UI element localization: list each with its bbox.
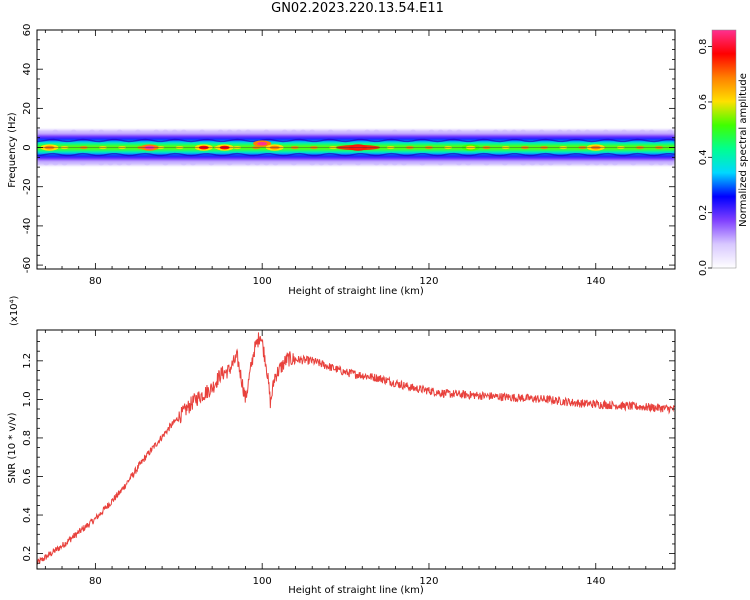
snr-y-label: SNR (10 * v/v) [7, 412, 18, 483]
y-tick-label: 0.4 [22, 507, 33, 523]
colorbar-gradient [712, 30, 736, 268]
spectrogram-y-label: Frequency (Hz) [7, 112, 18, 188]
spectrogram-x-label: Height of straight line (km) [288, 286, 424, 297]
y-tick-label: 60 [22, 24, 33, 37]
y-tick-label: 1.0 [22, 391, 33, 407]
x-tick-label: 120 [419, 276, 438, 287]
colorbar-tick-label: 0.6 [698, 94, 709, 110]
y-tick-label: 0.2 [22, 546, 33, 562]
spectrogram-frame [36, 29, 676, 270]
spectrogram-panel: 80 100 120 140 60 40 20 0 -20 -40 -60 Height of s… [7, 24, 676, 297]
x-tick-label: 120 [419, 576, 438, 587]
colorbar-label: Normalized spectral amplitude [738, 73, 749, 227]
y-tick-label: 0.8 [22, 430, 33, 446]
colorbar-tick-label: 0.0 [698, 260, 709, 276]
y-tick-label: 0.6 [22, 469, 33, 485]
y-tick-label: -60 [22, 257, 33, 273]
colorbar-frame [711, 29, 737, 269]
chart-title: GN02.2023.220.13.54.E11 [271, 1, 444, 16]
y-tick-label: 40 [22, 63, 33, 76]
snr-frame [36, 329, 676, 570]
snr-x-ticks: 80 100 120 140 [44, 330, 663, 587]
colorbar-ticks: 0.0 0.2 0.4 0.6 0.8 [698, 39, 712, 276]
y-tick-label: 1.2 [22, 353, 33, 369]
y-tick-label: -40 [22, 218, 33, 234]
snr-panel: 80 100 120 140 0.2 0.4 0.6 0.8 1.0 1.2 Height of… [7, 295, 676, 596]
x-tick-label: 140 [586, 576, 605, 587]
snr-x-label: Height of straight line (km) [288, 585, 424, 596]
colorbar-tick-label: 0.2 [698, 205, 709, 221]
x-tick-label: 80 [89, 576, 102, 587]
colorbar: 0.0 0.2 0.4 0.6 0.8 Normalized spectral ampl… [698, 29, 749, 276]
spectrogram-x-ticks: 80 100 120 140 [44, 30, 663, 287]
colorbar-tick-label: 0.8 [698, 39, 709, 55]
spectrogram-y-ticks: 60 40 20 0 -20 -40 -60 [22, 24, 675, 273]
snr-multiplier: (x10⁴) [9, 295, 20, 326]
y-tick-label: -20 [22, 179, 33, 195]
colorbar-tick-label: 0.4 [698, 149, 709, 165]
y-tick-label: 0 [22, 144, 33, 150]
x-tick-label: 80 [89, 276, 102, 287]
x-tick-label: 140 [586, 276, 605, 287]
spectrogram-hotspot-core [257, 141, 268, 146]
spectrogram-edge [37, 138, 675, 143]
x-tick-label: 100 [253, 276, 272, 287]
y-tick-label: 20 [22, 102, 33, 115]
spectrogram-heatmap [37, 129, 675, 166]
snr-series-line [37, 332, 675, 565]
spectrogram-edge [37, 152, 675, 157]
snr-y-ticks: 0.2 0.4 0.6 0.8 1.0 1.2 [22, 341, 675, 564]
x-tick-label: 100 [253, 576, 272, 587]
